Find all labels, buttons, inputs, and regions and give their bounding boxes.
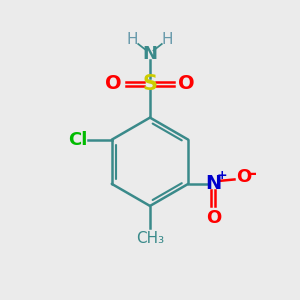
- Text: O: O: [237, 167, 252, 185]
- Text: O: O: [206, 209, 221, 227]
- Text: Cl: Cl: [68, 131, 88, 149]
- Text: H: H: [127, 32, 138, 47]
- Text: H: H: [162, 32, 173, 47]
- Text: -: -: [250, 165, 256, 183]
- Text: N: N: [205, 174, 221, 194]
- Text: O: O: [105, 74, 122, 93]
- Text: +: +: [216, 169, 227, 182]
- Text: O: O: [178, 74, 195, 93]
- Text: CH₃: CH₃: [136, 231, 164, 246]
- Text: N: N: [142, 45, 158, 63]
- Text: S: S: [142, 74, 158, 94]
